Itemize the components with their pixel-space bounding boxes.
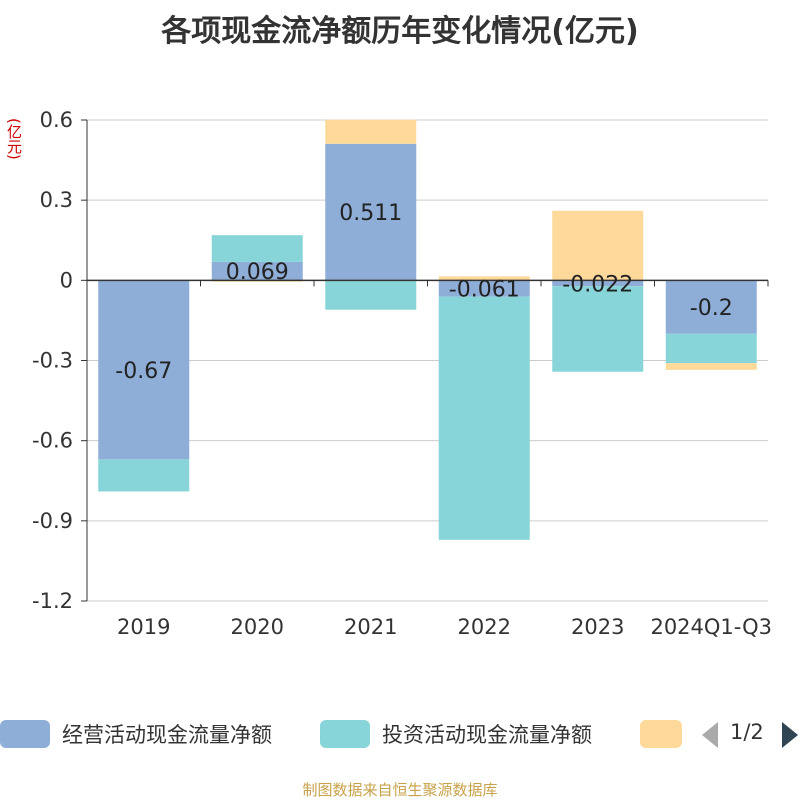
bar-financing	[665, 363, 757, 370]
bar-operating	[438, 280, 530, 297]
y-tick-label: -1.2	[32, 589, 73, 613]
data-label: -0.061	[449, 277, 520, 302]
bar-financing	[325, 119, 417, 144]
y-tick-label: -0.6	[32, 429, 73, 453]
legend-swatch-financing	[640, 720, 682, 748]
data-label: -0.022	[562, 272, 633, 297]
bar-investing	[211, 235, 303, 262]
y-tick-label: 0.6	[40, 108, 73, 132]
legend-swatch-investing	[320, 720, 370, 748]
bar-operating	[552, 280, 644, 287]
y-axis-unit-label: (亿元)	[5, 118, 23, 160]
bar-financing	[552, 210, 644, 281]
y-tick-label: -0.3	[32, 349, 73, 373]
data-label: 0.069	[226, 260, 289, 285]
chevron-right-icon[interactable]	[782, 722, 798, 748]
bar-operating	[665, 280, 757, 334]
data-source-note: 制图数据来自恒生聚源数据库	[302, 781, 498, 799]
x-tick-label: 2024Q1-Q3	[650, 615, 772, 639]
chevron-left-icon[interactable]	[702, 722, 718, 748]
data-label: -0.67	[115, 359, 172, 384]
legend-swatch-operating	[0, 720, 50, 748]
bar-operating	[211, 261, 303, 281]
data-label: -0.2	[690, 296, 733, 321]
x-tick-label: 2020	[231, 615, 284, 639]
data-label: 0.511	[339, 201, 402, 226]
legend-label-operating: 经营活动现金流量净额	[62, 723, 272, 747]
x-tick-label: 2021	[344, 615, 397, 639]
bar-operating	[98, 280, 190, 460]
x-tick-label: 2022	[458, 615, 511, 639]
legend: 经营活动现金流量净额 投资活动现金流量净额	[0, 716, 800, 752]
legend-item-operating[interactable]: 经营活动现金流量净额	[0, 716, 272, 752]
legend-item-investing[interactable]: 投资活动现金流量净额	[320, 716, 592, 752]
y-tick-label: 0.3	[40, 188, 73, 212]
chart-title: 各项现金流净额历年变化情况(亿元)	[161, 14, 639, 49]
legend-label-investing: 投资活动现金流量净额	[382, 723, 592, 747]
x-tick-label: 2019	[117, 615, 170, 639]
x-tick-label: 2023	[571, 615, 624, 639]
legend-item-financing[interactable]	[640, 716, 682, 752]
bar-investing	[438, 296, 530, 540]
bar-financing	[438, 276, 530, 281]
pager-page-indicator: 1/2	[730, 720, 764, 744]
bar-investing	[98, 459, 190, 492]
legend-pager: 1/2	[700, 716, 800, 752]
bar-investing	[552, 286, 644, 372]
y-tick-label: -0.9	[32, 509, 73, 533]
bar-investing	[325, 280, 417, 310]
bar-operating	[325, 143, 417, 281]
bar-investing	[665, 333, 757, 364]
y-tick-label: 0	[60, 268, 73, 292]
